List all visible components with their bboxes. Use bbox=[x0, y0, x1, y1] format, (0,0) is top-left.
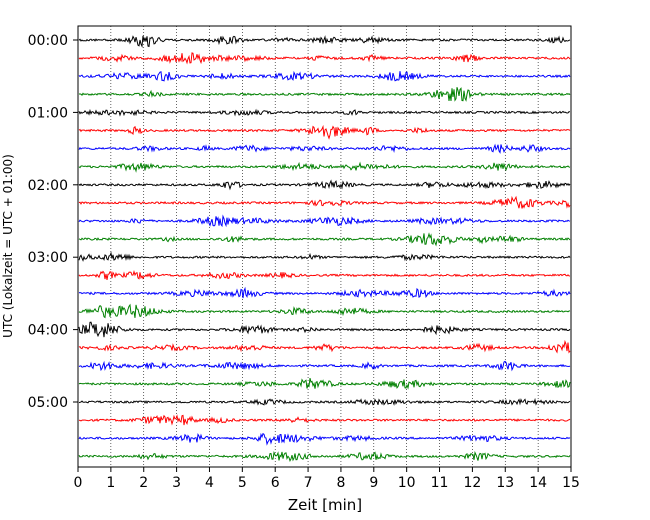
x-tick-label: 6 bbox=[271, 475, 280, 491]
x-tick-label: 5 bbox=[238, 475, 247, 491]
x-tick-label: 14 bbox=[529, 475, 547, 491]
trace-line bbox=[78, 108, 571, 117]
trace-line bbox=[78, 232, 571, 247]
trace-line bbox=[78, 35, 571, 48]
trace-line bbox=[78, 450, 571, 462]
trace-line bbox=[78, 143, 571, 154]
x-tick-label: 9 bbox=[369, 475, 378, 491]
trace-line bbox=[78, 70, 571, 82]
x-axis-ticks: 0 1 2 3 4 5 6 7 8 9 10 11 12 13 14 15 bbox=[74, 467, 580, 491]
y-tick-label: 01:00 bbox=[28, 105, 68, 121]
x-tick-label: 12 bbox=[463, 475, 481, 491]
trace-line bbox=[78, 124, 571, 140]
trace-line bbox=[78, 87, 571, 102]
x-tick-label: 11 bbox=[431, 475, 449, 491]
y-tick-label: 03:00 bbox=[28, 250, 68, 266]
trace-line bbox=[78, 195, 571, 209]
x-tick-label: 13 bbox=[496, 475, 514, 491]
y-axis-ticks: 00:00 01:00 02:00 03:00 04:00 05:00 bbox=[28, 33, 78, 411]
trace-line bbox=[78, 270, 571, 280]
trace-line bbox=[78, 303, 571, 319]
trace-line bbox=[78, 432, 571, 446]
trace-line bbox=[78, 397, 571, 406]
trace-line bbox=[78, 251, 571, 262]
trace-line bbox=[78, 414, 571, 426]
trace-line bbox=[78, 214, 571, 228]
y-axis-label: UTC (Lokalzeit = UTC + 01:00) bbox=[1, 154, 15, 338]
y-tick-label: 00:00 bbox=[28, 33, 68, 49]
x-tick-label: 1 bbox=[106, 475, 115, 491]
x-tick-label: 15 bbox=[562, 475, 580, 491]
seismic-traces bbox=[78, 35, 571, 462]
x-tick-label: 2 bbox=[139, 475, 148, 491]
trace-line bbox=[78, 339, 571, 354]
y-tick-label: 04:00 bbox=[28, 323, 68, 339]
x-tick-label: 8 bbox=[336, 475, 345, 491]
x-tick-label: 4 bbox=[205, 475, 214, 491]
trace-line bbox=[78, 52, 571, 65]
x-tick-label: 10 bbox=[398, 475, 416, 491]
trace-line bbox=[78, 179, 571, 191]
trace-line bbox=[78, 360, 571, 372]
plot-frame bbox=[77, 25, 572, 468]
trace-line bbox=[78, 377, 571, 390]
x-tick-label: 3 bbox=[172, 475, 181, 491]
x-tick-label: 0 bbox=[74, 475, 83, 491]
x-tick-label: 7 bbox=[304, 475, 313, 491]
trace-line bbox=[78, 321, 571, 338]
trace-line bbox=[78, 161, 571, 173]
trace-line bbox=[78, 286, 571, 299]
y-tick-label: 02:00 bbox=[28, 178, 68, 194]
y-tick-label: 05:00 bbox=[28, 395, 68, 411]
x-axis-label: Zeit [min] bbox=[288, 496, 362, 514]
